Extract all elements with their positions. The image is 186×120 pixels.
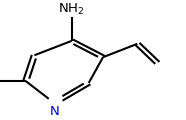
Text: N: N (49, 105, 59, 118)
Text: NH$_2$: NH$_2$ (58, 1, 85, 17)
